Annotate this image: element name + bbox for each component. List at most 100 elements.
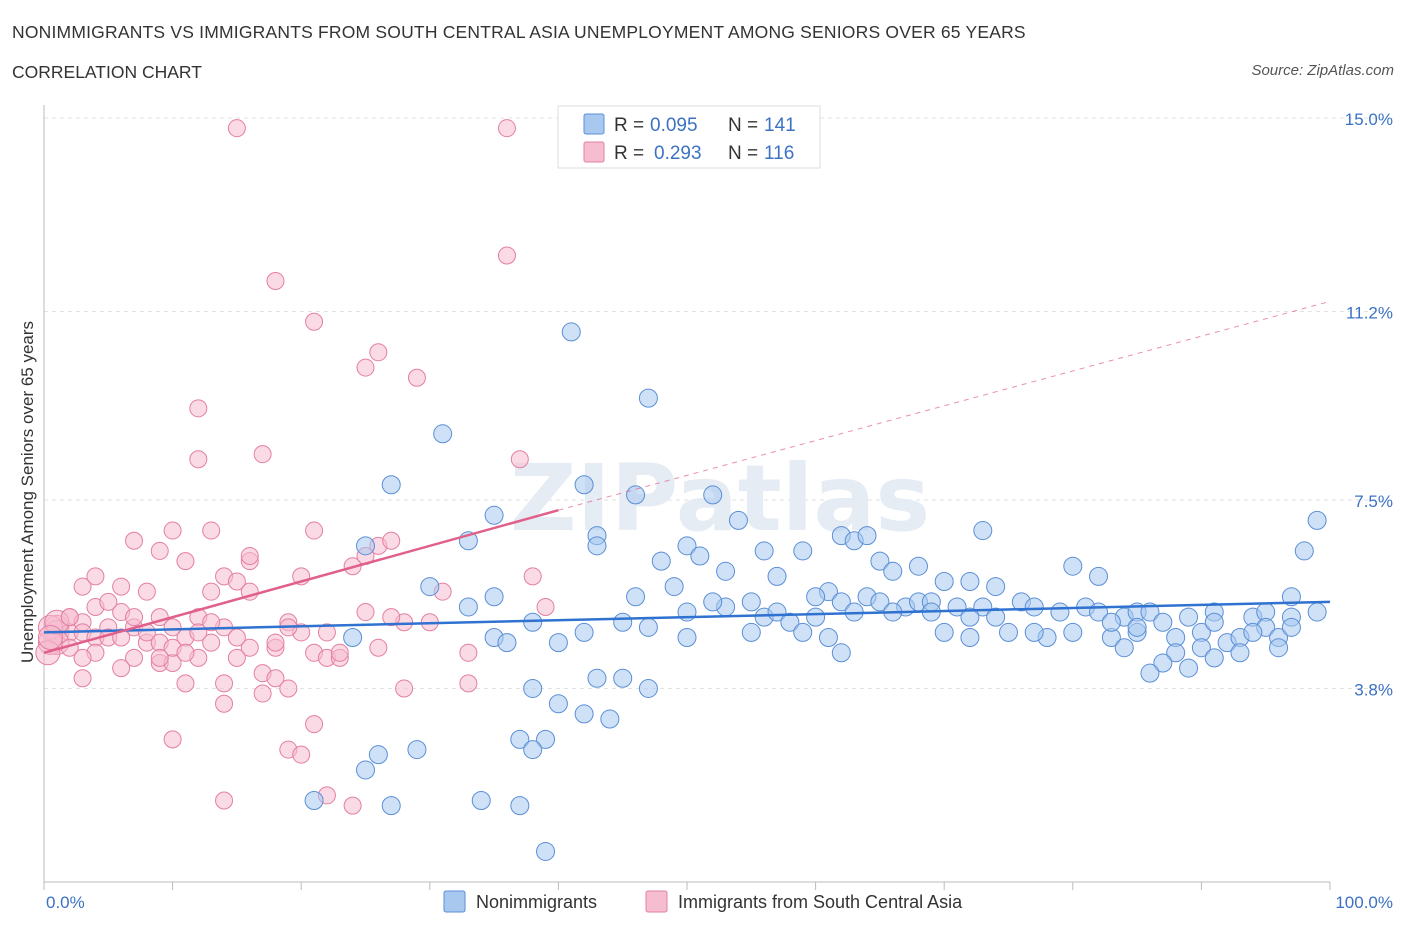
y-tick-label: 11.2% bbox=[1346, 304, 1393, 323]
immigrants-point bbox=[176, 643, 195, 662]
immigrants-point bbox=[240, 547, 259, 566]
immigrants-point bbox=[369, 638, 388, 657]
y-tick-label: 15.0% bbox=[1345, 110, 1393, 129]
nonimmigrants-point bbox=[999, 622, 1018, 642]
nonimmigrants-point bbox=[574, 475, 594, 495]
nonimmigrants-point bbox=[548, 633, 568, 653]
nonimmigrants-point bbox=[960, 628, 980, 648]
immigrants-point bbox=[523, 567, 542, 586]
legend-swatch-blue bbox=[583, 113, 605, 135]
nonimmigrants-point bbox=[1269, 638, 1289, 658]
legend-n-value-2: 116 bbox=[764, 143, 794, 164]
nonimmigrants-point bbox=[1050, 602, 1070, 622]
immigrants-point bbox=[150, 648, 169, 667]
chart-subtitle: CORRELATION CHART bbox=[12, 62, 202, 82]
nonimmigrants-point bbox=[471, 791, 491, 811]
nonimmigrants-point bbox=[343, 628, 363, 648]
immigrants-point bbox=[395, 679, 414, 698]
nonimmigrants-point bbox=[754, 541, 774, 561]
legend-r-value-1: 0.095 bbox=[650, 115, 698, 136]
immigrants-point bbox=[292, 745, 311, 764]
nonimmigrants-point bbox=[433, 424, 453, 444]
legend-bottom-label-immigrants: Immigrants from South Central Asia bbox=[678, 892, 963, 912]
nonimmigrants-point bbox=[703, 592, 723, 612]
nonimmigrants-point bbox=[1166, 643, 1186, 663]
immigrants-point bbox=[215, 694, 234, 713]
nonimmigrants-point bbox=[536, 729, 556, 749]
nonimmigrants-point bbox=[973, 521, 993, 541]
nonimmigrants-point bbox=[1127, 617, 1147, 637]
nonimmigrants-point bbox=[356, 760, 375, 780]
chart-title: NONIMMIGRANTS VS IMMIGRANTS FROM SOUTH C… bbox=[12, 22, 1026, 42]
immigrants-point bbox=[60, 608, 79, 627]
immigrants-point bbox=[215, 674, 234, 693]
nonimmigrants-point bbox=[690, 546, 710, 566]
immigrants-point bbox=[356, 603, 375, 622]
legend-swatch-pink bbox=[583, 141, 605, 163]
nonimmigrants-point bbox=[1024, 597, 1044, 617]
immigrants-point bbox=[189, 450, 208, 469]
nonimmigrants-point bbox=[523, 740, 543, 760]
nonimmigrants-point bbox=[510, 729, 530, 749]
nonimmigrants-point bbox=[381, 796, 401, 816]
y-axis-title: Unemployment Among Seniors over 65 years bbox=[18, 321, 37, 663]
immigrants-point bbox=[266, 633, 285, 652]
x-tick-label-min: 0.0% bbox=[46, 893, 85, 912]
nonimmigrants-trend-line bbox=[43, 600, 1331, 634]
immigrants-point bbox=[305, 521, 324, 540]
nonimmigrants-point bbox=[1307, 510, 1327, 530]
nonimmigrants-point bbox=[407, 740, 427, 760]
immigrants-point bbox=[125, 531, 144, 550]
nonimmigrants-point bbox=[908, 556, 928, 576]
nonimmigrants-point bbox=[356, 536, 375, 556]
nonimmigrants-point bbox=[870, 592, 890, 612]
immigrants-point bbox=[497, 119, 516, 138]
nonimmigrants-point bbox=[651, 551, 671, 571]
nonimmigrants-point bbox=[934, 571, 954, 591]
nonimmigrants-point bbox=[1179, 607, 1199, 627]
nonimmigrants-point bbox=[780, 612, 800, 632]
nonimmigrants-point bbox=[1281, 617, 1301, 637]
nonimmigrants-point bbox=[831, 592, 851, 612]
source-label: Source: ZipAtlas.com bbox=[1251, 62, 1394, 79]
nonimmigrants-point bbox=[767, 566, 787, 586]
trend-lines bbox=[43, 300, 1331, 655]
immigrants-point bbox=[125, 648, 144, 667]
legend-top: R = 0.095 N = 141 R = 0.293 N = 116 bbox=[557, 105, 821, 169]
nonimmigrants-point bbox=[458, 597, 478, 617]
nonimmigrants-point bbox=[1204, 612, 1224, 632]
nonimmigrants-point bbox=[1153, 612, 1173, 632]
x-tick-label-max: 100.0% bbox=[1335, 893, 1393, 912]
nonimmigrants-point bbox=[934, 622, 954, 642]
immigrants-point bbox=[176, 552, 195, 571]
nonimmigrants-point bbox=[986, 577, 1006, 597]
immigrants-point bbox=[73, 669, 92, 688]
nonimmigrants-point bbox=[1063, 556, 1083, 576]
immigrants-point bbox=[163, 521, 182, 540]
nonimmigrants-point bbox=[1230, 643, 1250, 663]
immigrants-point bbox=[356, 358, 375, 377]
immigrants-point bbox=[510, 450, 529, 469]
nonimmigrants-point bbox=[1101, 612, 1121, 632]
immigrants-point bbox=[266, 271, 285, 290]
immigrants-point bbox=[459, 674, 478, 693]
nonimmigrants-point bbox=[806, 607, 826, 627]
nonimmigrants-point bbox=[587, 536, 607, 556]
immigrants-point bbox=[150, 541, 169, 560]
immigrants-point bbox=[407, 368, 426, 387]
nonimmigrants-point bbox=[587, 668, 607, 688]
immigrants-point bbox=[176, 674, 195, 693]
immigrants-point bbox=[227, 648, 246, 667]
immigrants-point bbox=[227, 572, 246, 591]
nonimmigrants-point bbox=[510, 796, 530, 816]
immigrants-point bbox=[202, 633, 221, 652]
legend-r-label-1: R = bbox=[614, 115, 644, 136]
immigrants-point bbox=[227, 628, 246, 647]
nonimmigrants-point bbox=[664, 577, 684, 597]
nonimmigrants-point bbox=[626, 485, 646, 505]
nonimmigrants-point bbox=[767, 602, 787, 622]
nonimmigrants-point bbox=[484, 505, 504, 525]
immigrants-point bbox=[125, 608, 144, 627]
nonimmigrants-point bbox=[638, 678, 658, 698]
immigrants-point bbox=[73, 648, 92, 667]
